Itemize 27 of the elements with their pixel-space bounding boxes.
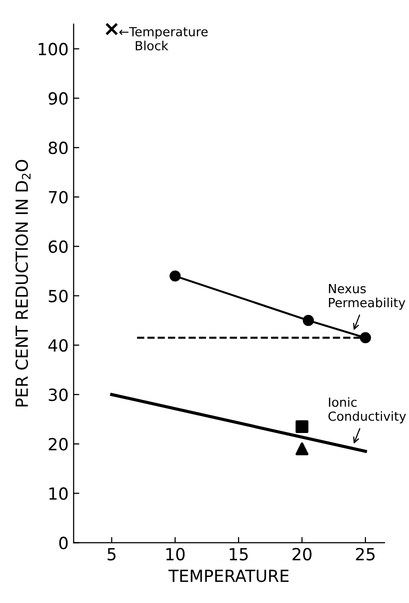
y-axis-title: PER CENT REDUCTION IN D$_{2}$O xyxy=(15,160,31,406)
y-tick-label: 10 xyxy=(49,487,68,500)
y-tick-label: 100 xyxy=(38,42,68,56)
x-tick-label: 25 xyxy=(356,548,375,560)
y-tick-label: 60 xyxy=(48,240,68,253)
y-tick-label: 70 xyxy=(48,190,68,204)
y-tick-label: 80 xyxy=(48,142,68,154)
point xyxy=(302,314,314,326)
annotation: Ionic Conductivity xyxy=(328,397,406,424)
y-tick-label: 90 xyxy=(48,92,68,105)
point xyxy=(360,332,371,344)
annotation: ←Temperature Block xyxy=(119,27,208,50)
y-tick-label: 30 xyxy=(48,388,68,402)
y-tick-label: 20 xyxy=(48,438,68,450)
y-tick-label: 40 xyxy=(48,339,68,352)
point xyxy=(170,270,181,282)
annotation: Nexus Permeability xyxy=(328,284,406,310)
x-axis-title: TEMPERATURE xyxy=(168,570,289,582)
y-tick-label: 50 xyxy=(48,290,68,302)
x-tick-label: 15 xyxy=(230,548,248,560)
point xyxy=(296,420,308,434)
point xyxy=(296,442,308,456)
x-tick-label: 10 xyxy=(166,548,185,560)
x-tick-label: 5 xyxy=(108,548,116,560)
y-tick-label: 0 xyxy=(59,536,68,550)
point xyxy=(105,22,118,36)
x-tick-label: 20 xyxy=(292,548,312,560)
